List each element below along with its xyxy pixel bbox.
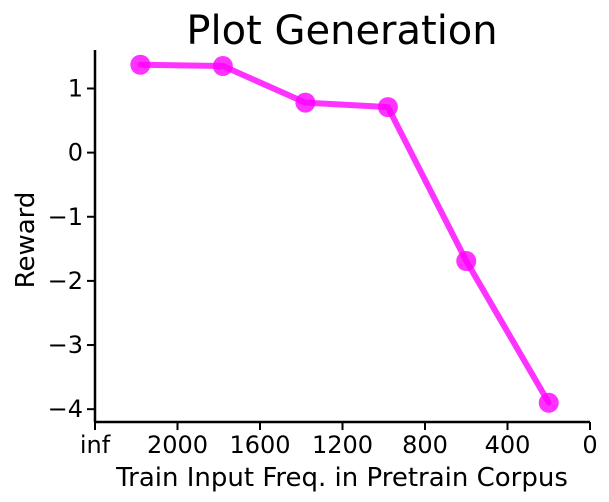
x-tick-label: 0 — [582, 431, 597, 459]
x-tick-label: 1600 — [229, 431, 290, 459]
chart-title: Plot Generation — [186, 8, 497, 54]
y-tick-label: −3 — [48, 331, 83, 359]
y-tick-label: −4 — [48, 395, 83, 423]
data-point — [538, 392, 559, 413]
series-line — [137, 61, 552, 406]
y-tick-label: 0 — [68, 139, 83, 167]
data-point — [456, 251, 477, 272]
series-layer — [130, 54, 559, 413]
x-tick-label: 800 — [402, 431, 448, 459]
y-axis-label: Reward — [11, 192, 41, 289]
x-tick-label: 1200 — [312, 431, 373, 459]
data-point — [212, 56, 233, 77]
x-tick-label: 400 — [485, 431, 531, 459]
y-tick-label: −2 — [48, 267, 83, 295]
y-ticks: 1 0 −1 −2 −3 −4 — [48, 74, 95, 423]
y-tick-label: 1 — [68, 74, 83, 102]
x-tick-label: inf — [80, 431, 111, 459]
y-tick-label: −1 — [48, 203, 83, 231]
x-tick-label: 2000 — [147, 431, 208, 459]
x-ticks: inf 2000 1600 1200 800 400 0 — [80, 422, 598, 459]
x-axis-label: Train Input Freq. in Pretrain Corpus — [115, 463, 568, 493]
data-point — [295, 92, 316, 113]
data-point — [377, 97, 398, 118]
data-point — [130, 54, 151, 75]
